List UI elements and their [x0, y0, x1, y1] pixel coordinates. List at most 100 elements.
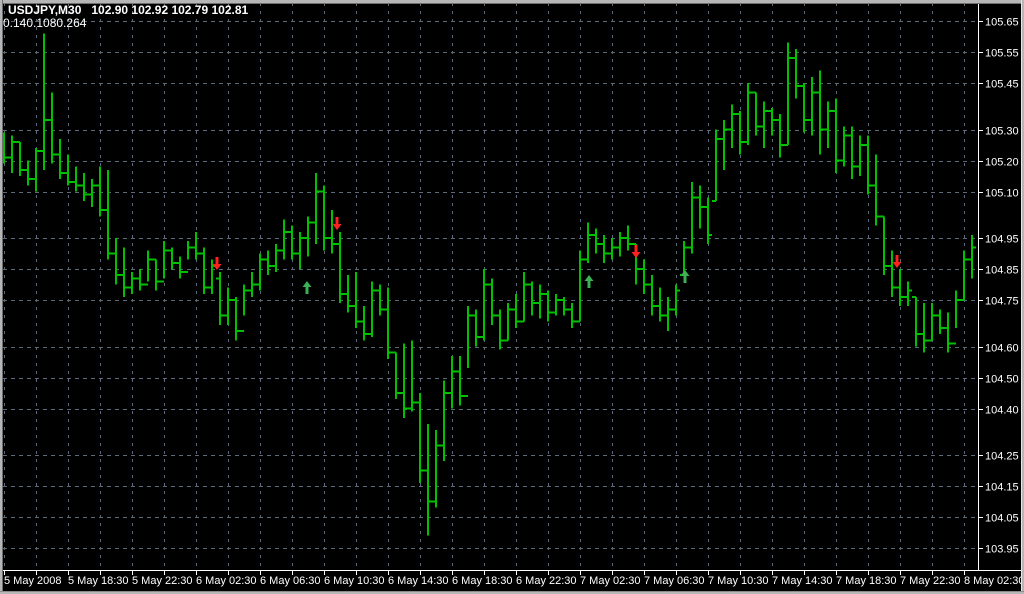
ohlc-bar [216, 272, 224, 325]
ohlc-bar [704, 197, 712, 245]
ohlc-bar [904, 281, 912, 307]
ohlc-bar [376, 284, 384, 316]
ohlc-bar [120, 247, 128, 297]
ohlc-bar [760, 101, 768, 149]
time-axis-label: 7 May 14:30 [772, 575, 833, 587]
ohlc-bar [144, 250, 152, 286]
signal-arrow-down [332, 217, 342, 230]
ohlc-bar [784, 42, 792, 146]
ohlc-bar [696, 185, 704, 229]
ohlc-bar [872, 154, 880, 226]
ohlc-bar [496, 309, 504, 350]
ohlc-bar [56, 138, 64, 180]
ohlc-bar [536, 284, 544, 319]
ohlc-bar [384, 287, 392, 359]
ohlc-bar [768, 107, 776, 136]
time-axis-label: 6 May 22:30 [516, 575, 577, 587]
ohlc-bar [8, 135, 16, 173]
ohlc-bar [448, 355, 456, 409]
time-axis-label: 6 May 06:30 [260, 575, 321, 587]
ohlc-bar [720, 120, 728, 170]
ohlc-bar [456, 355, 464, 406]
ohlc-bar [328, 210, 336, 254]
ohlc-bar [280, 219, 288, 260]
signal-arrow-up [302, 281, 312, 294]
ohlc-bar [64, 154, 72, 186]
ohlc-bar [944, 312, 952, 353]
ohlc-bar [960, 250, 968, 301]
time-axis-label: 5 May 22:30 [132, 575, 193, 587]
ohlc-bar [568, 303, 576, 328]
ohlc-bar [304, 216, 312, 257]
price-axis-label: 104.05 [985, 513, 1019, 525]
ohlc-bar [808, 76, 816, 136]
ohlc-bar [176, 256, 184, 279]
ohlc-bar [200, 247, 208, 294]
ohlc-bar [952, 290, 960, 345]
signal-arrow-up [584, 275, 594, 288]
ohlc-bar [416, 393, 424, 483]
price-axis-label: 105.10 [985, 188, 1019, 200]
time-axis-label: 6 May 02:30 [196, 575, 257, 587]
ohlc-bar [736, 110, 744, 155]
ohlc-bar [712, 129, 720, 202]
indicator-values-label: 0.140.1080.264 [3, 16, 87, 30]
time-axis-label: 7 May 18:30 [836, 575, 897, 587]
price-axis-label: 104.50 [985, 374, 1019, 386]
ohlc-bar [776, 114, 784, 158]
ohlc-bar [128, 272, 136, 294]
ohlc-bar [16, 140, 24, 176]
ohlc-bar [520, 272, 528, 323]
time-axis-label: 5 May 2008 [4, 575, 61, 587]
ohlc-bar [152, 258, 160, 291]
ohlc-bar [800, 83, 808, 133]
ohlc-bar [104, 169, 112, 260]
ohlc-bar [744, 83, 752, 145]
ohlc-bar [592, 228, 600, 254]
ohlc-bar [640, 259, 648, 294]
ohlc-bar [272, 244, 280, 273]
ohlc-bar [560, 296, 568, 316]
ohlc-bar [688, 182, 696, 254]
ohlc-bar [816, 70, 824, 155]
ohlc-bar [48, 92, 56, 164]
time-axis-label: 8 May 02:30 [964, 575, 1024, 587]
ohlc-bar [440, 380, 448, 462]
signal-arrow-up [680, 270, 690, 283]
ohlc-bar [264, 250, 272, 276]
ohlc-bar [840, 126, 848, 167]
price-axis-label: 105.30 [985, 126, 1019, 138]
ohlc-bar [400, 343, 408, 418]
ohlc-bar [512, 293, 520, 328]
ohlc-bar [552, 293, 560, 316]
price-axis-label: 104.25 [985, 451, 1019, 463]
ohlc-bar [24, 160, 32, 186]
window-border-right [1021, 0, 1024, 594]
ohlc-bar [888, 250, 896, 297]
ohlc-bar [464, 306, 472, 398]
price-axis-label: 104.95 [985, 234, 1019, 246]
price-axis-label: 105.45 [985, 79, 1019, 91]
ohlc-bar [72, 166, 80, 192]
ohlc-bar [40, 33, 48, 170]
ohlc-bar [544, 290, 552, 322]
signal-arrow-down [892, 255, 902, 268]
ohlc-bar [240, 284, 248, 332]
ohlc-bar [352, 272, 360, 328]
ohlc-bar [792, 48, 800, 99]
ohlc-bar [968, 234, 976, 279]
ohlc-bar [408, 340, 416, 412]
ohlc-bar [256, 253, 264, 291]
signal-arrow-down [212, 257, 222, 270]
window-border-top [0, 0, 1024, 4]
ohlc-bar [432, 430, 440, 508]
ohlc-bar [80, 172, 88, 201]
ohlc-bar [624, 225, 632, 251]
ohlc-bar [528, 281, 536, 316]
ohlc-bar [136, 269, 144, 291]
ohlc-bar [360, 306, 368, 341]
time-axis-label: 7 May 02:30 [580, 575, 641, 587]
price-axis-label: 104.40 [985, 405, 1019, 417]
